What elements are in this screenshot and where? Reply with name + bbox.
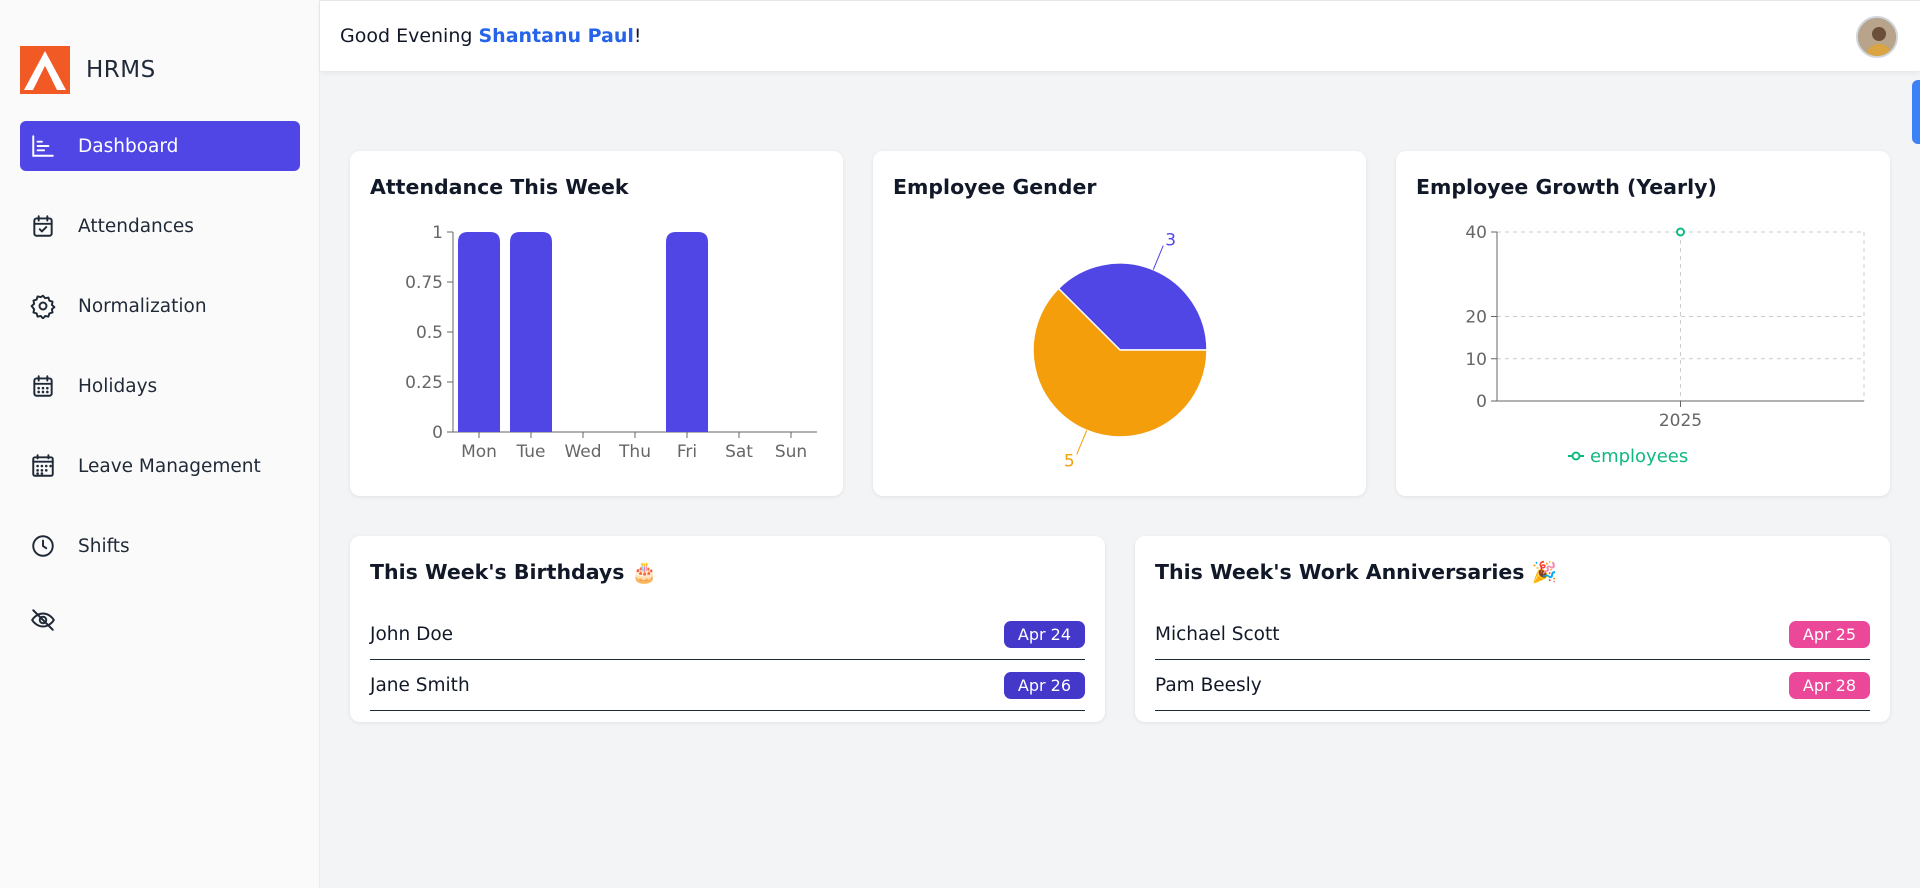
greeting: Good Evening Shantanu Paul! [340, 25, 642, 47]
sidebar-item-label: Attendances [78, 215, 194, 237]
sidebar-item-attendances[interactable]: Attendances [20, 201, 300, 251]
top-header: Good Evening Shantanu Paul! [320, 0, 1920, 71]
growth-line-chart: 2025 0 10 20 40 employees [1465, 223, 1865, 467]
sidebar-item-holidays[interactable]: Holidays [20, 361, 300, 411]
birthday-name: John Doe [370, 623, 454, 645]
calendar-check-icon [33, 215, 53, 237]
clock-icon [32, 535, 54, 557]
greeting-suffix: ! [633, 25, 642, 47]
pie-slice [1057, 262, 1208, 351]
sidebar-item-label: Shifts [78, 535, 130, 557]
gender-title: Employee Gender [893, 175, 1097, 199]
date-badge: Apr 28 [1788, 671, 1870, 699]
sidebar-toggle-button[interactable] [20, 595, 300, 645]
sidebar: HRMS Dashboard Attendances Normalization [0, 0, 320, 888]
x-tick-label: Fri [677, 442, 697, 462]
list-item: Pam Beesly Apr 28 [1155, 660, 1870, 711]
y-tick-label: 40 [1465, 223, 1487, 243]
eye-off-icon [31, 609, 55, 631]
bar-chart-icon [32, 135, 54, 157]
data-point [1676, 227, 1685, 237]
pie-label-line [1152, 245, 1164, 270]
anniversaries-list: Michael Scott Apr 25 Pam Beesly Apr 28 [1155, 609, 1870, 711]
x-tick-label: Thu [618, 442, 651, 462]
attendance-bar-chart: 0 0.25 0.5 0.75 1 Mon Tue Wed Thu Fri Sat Sun [405, 223, 817, 462]
legend-marker [1571, 451, 1581, 461]
bar [458, 232, 500, 432]
x-tick-label: Sat [725, 442, 753, 462]
gender-pie-chart: 35 [1032, 231, 1208, 471]
app-logo-icon [20, 46, 70, 94]
attendance-title: Attendance This Week [370, 175, 629, 199]
birthdays-card: This Week's Birthdays 🎂 John Doe Apr 24 … [350, 536, 1105, 722]
scroll-indicator[interactable] [1912, 80, 1920, 144]
pie-slice-label: 3 [1165, 231, 1176, 251]
growth-card: Employee Growth (Yearly) 2025 0 10 20 40 empl… [1396, 151, 1890, 496]
birthdays-title: This Week's Birthdays 🎂 [370, 560, 658, 584]
date-badge: Apr 24 [1003, 620, 1085, 648]
anniversary-name: Pam Beesly [1155, 674, 1262, 696]
y-tick-label: 0.75 [405, 273, 443, 293]
user-name[interactable]: Shantanu Paul [478, 25, 634, 47]
anniversaries-title: This Week's Work Anniversaries 🎉 [1155, 560, 1558, 584]
calendar-grid-icon [32, 454, 54, 477]
y-tick-label: 0.25 [405, 373, 443, 393]
user-avatar-icon [1858, 18, 1896, 56]
anniversaries-card: This Week's Work Anniversaries 🎉 Michael… [1135, 536, 1890, 722]
y-tick-label: 0.5 [416, 323, 443, 343]
sidebar-item-label: Holidays [78, 375, 158, 397]
x-tick-label: 2025 [1659, 411, 1702, 431]
x-tick-label: Mon [461, 442, 497, 462]
pie-slice-label: 5 [1064, 451, 1075, 471]
sidebar-item-normalization[interactable]: Normalization [20, 281, 300, 331]
avatar[interactable] [1856, 16, 1898, 58]
list-item: Michael Scott Apr 25 [1155, 609, 1870, 660]
date-badge: Apr 25 [1788, 620, 1870, 648]
bar [666, 232, 708, 432]
sidebar-item-shifts[interactable]: Shifts [20, 521, 300, 571]
sidebar-item-label: Normalization [78, 295, 207, 317]
list-item: John Doe Apr 24 [370, 609, 1085, 660]
sidebar-item-dashboard[interactable]: Dashboard [20, 121, 300, 171]
logo[interactable]: HRMS [20, 46, 156, 94]
x-tick-label: Wed [564, 442, 601, 462]
growth-title: Employee Growth (Yearly) [1416, 175, 1717, 199]
birthdays-list: John Doe Apr 24 Jane Smith Apr 26 [370, 609, 1085, 711]
list-item: Jane Smith Apr 26 [370, 660, 1085, 711]
x-tick-label: Sun [775, 442, 807, 462]
sidebar-item-label: Dashboard [78, 135, 179, 157]
y-tick-label: 10 [1465, 350, 1487, 370]
x-tick-label: Tue [515, 442, 545, 462]
anniversary-name: Michael Scott [1155, 623, 1280, 645]
pie-label-line [1076, 430, 1088, 455]
greeting-prefix: Good Evening [340, 25, 479, 47]
sidebar-item-label: Leave Management [78, 455, 261, 477]
attendance-card: Attendance This Week 0 0.25 0.5 0.75 1 Mon Tue… [350, 151, 843, 496]
birthday-name: Jane Smith [370, 674, 470, 696]
gear-icon [30, 294, 56, 319]
sidebar-nav: Dashboard Attendances Normalization Holi… [20, 121, 300, 675]
calendar-icon [33, 375, 53, 397]
y-tick-label: 0 [432, 423, 443, 443]
date-badge: Apr 26 [1003, 671, 1085, 699]
bar [510, 232, 552, 432]
app-name: HRMS [86, 57, 156, 83]
y-tick-label: 0 [1476, 392, 1487, 412]
sidebar-item-leave-management[interactable]: Leave Management [20, 441, 300, 491]
legend-label: employees [1590, 446, 1688, 467]
y-tick-label: 20 [1465, 308, 1487, 328]
y-tick-label: 1 [432, 223, 443, 243]
